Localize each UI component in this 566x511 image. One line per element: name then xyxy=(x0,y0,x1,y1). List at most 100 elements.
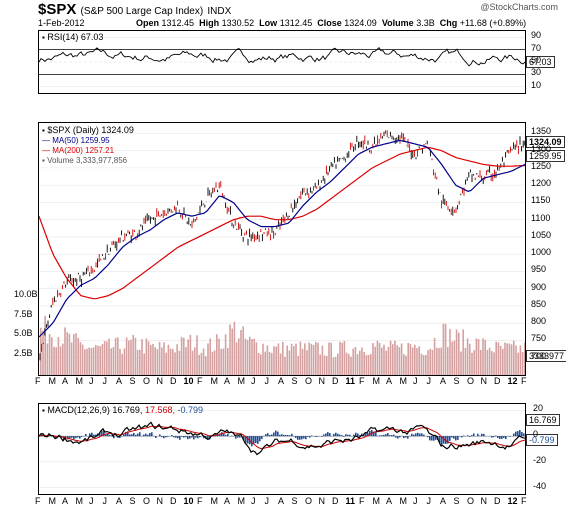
macd-histogram-bar xyxy=(311,435,313,437)
month-tick-label: F xyxy=(35,496,41,506)
macd-histogram-bar xyxy=(189,436,191,439)
volume-bar xyxy=(308,342,310,375)
macd-panel: ▪ MACD(12,26,9) 16.769, 17.568, -0.799 xyxy=(38,403,526,495)
macd-histogram-bar xyxy=(367,432,369,437)
volume-bar xyxy=(51,337,53,375)
macd-histogram-bar xyxy=(203,436,205,439)
macd-histogram-bar xyxy=(461,436,463,438)
macd-histogram-bar xyxy=(423,434,425,437)
volume-bar xyxy=(469,343,471,375)
volume-tick-label: 2.5B xyxy=(14,348,33,359)
volume-bar xyxy=(92,347,95,375)
macd-histogram-bar xyxy=(267,433,269,437)
volume-bar xyxy=(484,339,486,375)
volume-bar xyxy=(249,336,251,375)
macd-histogram-bar xyxy=(517,431,519,437)
volume-bar xyxy=(172,348,174,375)
volume-bar xyxy=(40,327,42,375)
month-tick-label: F xyxy=(521,496,527,506)
macd-histogram-bar xyxy=(441,436,443,446)
macd-histogram-bar xyxy=(417,432,419,437)
macd-histogram-bar xyxy=(63,436,65,440)
macd-histogram-bar xyxy=(309,436,311,438)
rsi-plot xyxy=(39,36,525,88)
volume-bar xyxy=(187,339,189,375)
volume-bar xyxy=(458,332,460,375)
macd-histogram-bar xyxy=(347,434,349,437)
macd-histogram-bar xyxy=(199,436,201,438)
macd-histogram-bar xyxy=(259,436,261,442)
volume-bar xyxy=(48,334,51,375)
volume-bar xyxy=(477,339,480,375)
price-tick-label: 950 xyxy=(531,264,547,275)
volume-bar xyxy=(273,346,275,375)
macd-histogram-bar xyxy=(473,433,475,437)
volume-bar xyxy=(363,352,365,375)
volume-bar xyxy=(169,348,172,375)
volume-bar xyxy=(486,349,489,375)
macd-histogram-bar xyxy=(277,431,279,437)
macd-histogram-bar xyxy=(125,431,127,437)
volume-bar xyxy=(312,344,315,375)
month-tick-label: A xyxy=(224,376,231,386)
macd-tick-label: 20 xyxy=(533,403,544,414)
macd-histogram-bar xyxy=(301,436,303,440)
volume-bar xyxy=(374,346,376,375)
volume-bar xyxy=(515,345,517,375)
macd-histogram-bar xyxy=(427,436,429,438)
macd-histogram-bar xyxy=(499,436,501,439)
volume-bar xyxy=(447,347,449,375)
volume-bar xyxy=(521,351,524,375)
month-tick-label: A xyxy=(116,376,123,386)
month-tick-label: N xyxy=(480,376,488,386)
close-label: Close xyxy=(317,18,342,28)
volume-bar xyxy=(339,341,341,375)
volume-bar xyxy=(449,329,451,375)
macd-histogram-bar xyxy=(281,434,283,437)
volume-bar xyxy=(178,350,181,375)
volume-bar xyxy=(70,342,73,375)
volume-bar xyxy=(317,342,319,375)
macd-histogram-bar xyxy=(327,432,329,437)
volume-bar xyxy=(106,341,108,375)
volume-bar xyxy=(383,344,385,375)
macd-histogram-bar xyxy=(421,433,423,437)
volume-bar xyxy=(288,350,291,375)
macd-histogram-bar xyxy=(93,434,95,437)
volume-bar xyxy=(57,337,60,375)
volume-bar xyxy=(359,350,361,375)
macd-histogram-bar xyxy=(391,435,393,437)
ma50-last-flag: 1259.95 xyxy=(526,150,565,162)
month-tick-label: N xyxy=(480,496,488,506)
macd-histogram-bar xyxy=(275,430,277,437)
chg-value: +11.68 (+0.89%) xyxy=(459,18,527,28)
macd-histogram-bar xyxy=(459,436,461,437)
macd-legend: ▪ MACD(12,26,9) 16.769, 17.568, -0.799 xyxy=(42,405,204,415)
month-tick-label: O xyxy=(305,496,313,506)
high-value: 1330.52 xyxy=(221,18,255,28)
volume-bar xyxy=(86,348,88,375)
volume-bar xyxy=(90,348,93,375)
close-value: 1324.09 xyxy=(344,18,377,28)
price-panel: ▪ $SPX (Daily) 1324.09 — MA(50) 1259.95 … xyxy=(38,122,526,376)
volume-bar xyxy=(398,347,401,375)
volume-bar xyxy=(378,342,381,375)
macd-histogram-bar xyxy=(129,434,131,437)
month-tick-label: M xyxy=(75,496,84,506)
macd-histogram-bar xyxy=(429,436,431,441)
macd-histogram-bar xyxy=(135,434,137,437)
month-tick-label: S xyxy=(129,496,136,506)
month-tick-label: O xyxy=(305,376,313,386)
month-tick-label: 11 xyxy=(345,376,356,386)
volume-bar xyxy=(264,351,266,375)
volume-bar xyxy=(352,348,354,375)
month-tick-label: 12 xyxy=(507,496,518,506)
volume-bar xyxy=(304,343,306,375)
macd-histogram-bar xyxy=(223,433,225,437)
volume-bar xyxy=(253,338,255,375)
volume-bar xyxy=(330,342,332,375)
macd-histogram-bar xyxy=(247,436,249,444)
month-tick-label: 10 xyxy=(183,496,194,506)
volume-bar xyxy=(508,343,511,375)
macd-histogram-bar xyxy=(181,436,183,437)
